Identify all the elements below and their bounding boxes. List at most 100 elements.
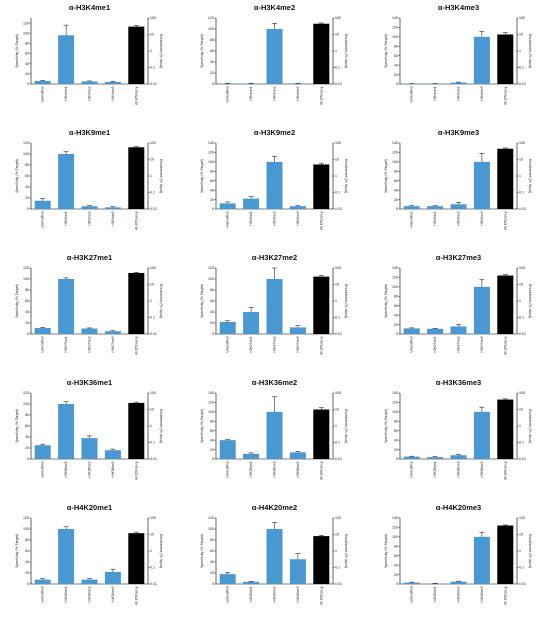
y2-tick-label: 10 xyxy=(150,158,154,162)
specificity-bar xyxy=(219,83,236,84)
chart-title: α-H3K4me1 xyxy=(69,3,110,12)
y-tick-label: 60 xyxy=(25,52,29,56)
y-tick-label: 40 xyxy=(210,438,214,442)
x-category-label: H4K20me3 xyxy=(111,586,115,602)
y2-tick-label: 0.1 xyxy=(150,66,155,70)
y-tick-label: 80 xyxy=(394,419,398,423)
chart-title: α-H3K36me2 xyxy=(252,378,297,387)
y-tick-label: 20 xyxy=(25,72,29,76)
chart-title: α-H3K27me3 xyxy=(436,253,481,262)
y-tick-label: 40 xyxy=(210,560,214,564)
chart-title: α-H3K9me1 xyxy=(69,128,110,137)
y2-tick-label: 0.01 xyxy=(335,82,342,86)
specificity-bar xyxy=(289,206,306,209)
x-category-label: H4K20me1 xyxy=(64,586,68,602)
specificity-bar xyxy=(104,81,121,84)
specificity-bar xyxy=(266,161,283,209)
y-tick-label: 80 xyxy=(25,538,29,542)
x-category-label: H3K4me1 xyxy=(433,86,437,100)
y-tick-label: 100 xyxy=(208,27,214,31)
y2-tick-label: 1 xyxy=(150,549,152,553)
y-tick-label: 40 xyxy=(394,63,398,67)
chart-title: α-H4K20me1 xyxy=(67,503,112,512)
x-category-label: H3K9me1 xyxy=(64,211,68,225)
specificity-bar xyxy=(289,83,306,84)
specificity-bar xyxy=(34,80,51,84)
y-tick-label: 40 xyxy=(210,310,214,314)
y-axis-label: Specificity (% Target) xyxy=(200,159,204,193)
x-category-label: H3K9me3 xyxy=(296,211,300,225)
y-tick-label: 100 xyxy=(208,527,214,531)
x-category-label: H3K4me1 xyxy=(64,86,68,100)
y2-tick-label: 0.1 xyxy=(519,66,524,70)
y-tick-label: 0 xyxy=(212,457,214,461)
y-axis-label: Specificity (% Target) xyxy=(200,284,204,318)
y2-tick-label: 10 xyxy=(150,33,154,37)
y-tick-label: 40 xyxy=(394,438,398,442)
specificity-bar xyxy=(450,455,467,459)
y2-tick-label: 0.1 xyxy=(150,191,155,195)
efficiency-bar xyxy=(497,275,514,334)
specificity-bar xyxy=(219,440,236,459)
y-tick-label: 40 xyxy=(210,60,214,64)
x-category-label: H3K9me2 xyxy=(457,211,461,225)
y2-tick-label: 0.1 xyxy=(150,316,155,320)
x-category-label: H4K20me2 xyxy=(88,586,92,602)
y-tick-label: 80 xyxy=(210,169,214,173)
specificity-bar xyxy=(34,327,51,334)
y-tick-label: 40 xyxy=(210,188,214,192)
y-axis-label: Specificity (% Target) xyxy=(200,534,204,568)
y-tick-label: 20 xyxy=(394,448,398,452)
y2-axis-label: Enrichment (% Input) xyxy=(344,34,348,68)
y2-tick-label: 10 xyxy=(335,408,339,412)
y-tick-label: 100 xyxy=(392,410,398,414)
y-tick-label: 60 xyxy=(210,549,214,553)
specificity-bar xyxy=(403,456,420,459)
y2-tick-label: 10 xyxy=(335,283,339,287)
specificity-bar xyxy=(81,81,98,84)
specificity-bar xyxy=(403,582,420,584)
x-category-label: Unmodified xyxy=(41,461,45,477)
y-tick-label: 100 xyxy=(23,31,29,35)
y2-tick-label: 1 xyxy=(150,49,152,53)
y2-tick-label: 0.01 xyxy=(335,582,342,586)
x-category-label: H3K27me3 xyxy=(296,336,300,352)
y-tick-label: 60 xyxy=(394,179,398,183)
x-category-label: H3K4me3 xyxy=(111,86,115,100)
y-tick-label: 40 xyxy=(25,62,29,66)
y2-tick-label: 1 xyxy=(335,174,337,178)
y2-tick-label: 10 xyxy=(150,533,154,537)
x-category-label: Unmodified xyxy=(226,211,230,227)
efficiency-bar xyxy=(497,148,514,209)
y-tick-label: 100 xyxy=(208,160,214,164)
y-tick-label: 20 xyxy=(210,321,214,325)
y-tick-label: 120 xyxy=(208,151,214,155)
y2-axis-label: Enrichment (% Input) xyxy=(528,284,532,318)
y-tick-label: 0 xyxy=(396,457,398,461)
chart-panel-6: α-H3K9me3 0 20 40 60 80 100 120 140 Specificity (… xyxy=(384,128,532,230)
x-category-label: H3K36me1 xyxy=(64,461,68,477)
y-tick-label: 120 xyxy=(392,526,398,530)
x-category-label: Unmodified xyxy=(410,586,414,602)
specificity-bar xyxy=(34,445,51,459)
chart-panel-8: α-H3K27me2 0 20 40 60 80 100 120 Specificity (% … xyxy=(200,253,348,355)
x-category-label: H3K9me1 xyxy=(433,211,437,225)
specificity-bar xyxy=(243,83,260,84)
x-category-label: H3K4me3 xyxy=(296,86,300,100)
y-tick-label: 0 xyxy=(212,207,214,211)
x-category-label: H3K36me2 xyxy=(457,461,461,477)
y2-tick-label: 0.1 xyxy=(519,191,524,195)
y2-tick-label: 0.1 xyxy=(335,566,340,570)
y2-tick-label: 1 xyxy=(150,174,152,178)
chart-panel-4: α-H3K9me1 0 20 40 60 80 100 120 Specificity (% T… xyxy=(15,128,163,230)
y-tick-label: 60 xyxy=(25,174,29,178)
y2-tick-label: 0.01 xyxy=(335,207,342,211)
y-tick-label: 100 xyxy=(392,535,398,539)
chart-title: α-H4K20me2 xyxy=(252,503,297,512)
y-tick-label: 120 xyxy=(208,401,214,405)
y2-tick-label: 1 xyxy=(335,49,337,53)
y-axis-label: Specificity (% Target) xyxy=(384,534,388,568)
x-category-label: Unmodified xyxy=(410,86,414,102)
x-category-label: Ab Efficiency xyxy=(134,86,138,105)
y-tick-label: 20 xyxy=(394,323,398,327)
